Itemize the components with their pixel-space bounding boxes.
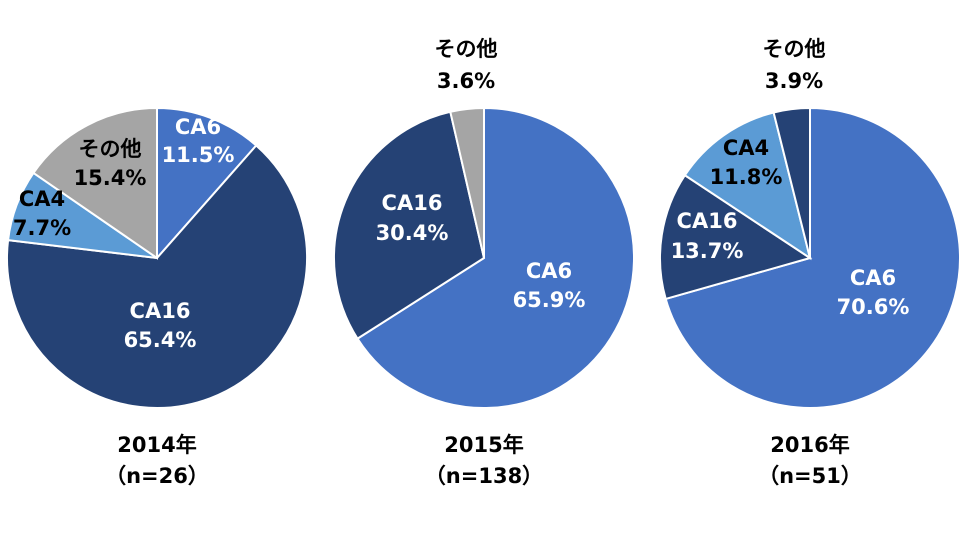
slice-value-label: 7.7% [13,216,71,240]
slice-name-label: CA16 [130,299,191,323]
chart-caption-year: 2014年 [117,433,196,457]
slice-name-label: CA16 [382,191,443,215]
slice-value-label: 3.6% [437,69,495,93]
pie-chart-1: CA6 11.5% CA16 65.4% CA4 7.7% その他 15.4% 2014年 （n=… [6,106,308,488]
slice-name-label: その他 [435,37,498,61]
slice-value-label: 15.4% [74,166,147,190]
pie-slice-1-1 [156,106,258,261]
pie-slice-3-3 [683,111,812,261]
chart-caption-n: （n=138） [425,464,543,488]
pie-slice-1-2 [6,144,308,409]
pie-slice-2-3 [449,106,485,259]
slice-name-label: CA16 [677,209,738,233]
slice-value-label: 30.4% [376,221,449,245]
chart-caption-n: （n=51） [758,464,862,488]
slice-name-label: CA4 [723,136,769,160]
chart-caption-year: 2016年 [770,433,849,457]
pie-slice-3-1 [664,106,961,409]
slice-value-label: 11.8% [710,165,783,189]
chart-caption-year: 2015年 [444,433,523,457]
slice-value-label: 13.7% [671,239,744,263]
slice-value-label: 70.6% [837,295,910,319]
pie-slice-1-4 [32,106,158,260]
slice-name-label: CA4 [19,187,65,211]
slice-name-label: CA6 [175,115,221,139]
slice-name-label: CA6 [526,259,572,283]
pie-slice-3-2 [659,173,813,301]
slice-value-label: 11.5% [162,143,235,167]
slice-value-label: 3.9% [765,69,823,93]
pie-slice-3-4 [772,106,811,259]
chart-caption-n: （n=26） [105,464,209,488]
pie-chart-2: CA6 65.9% CA16 30.4% その他 3.6% 2015年 （n=138） [333,37,635,488]
slice-value-label: 65.9% [513,288,586,312]
pie-slice-2-1 [356,106,635,409]
slice-value-label: 65.4% [124,328,197,352]
slice-name-label: その他 [763,37,826,61]
slice-name-label: その他 [79,137,142,161]
slice-name-label: CA6 [850,266,896,290]
pie-slice-2-2 [333,110,486,341]
pie-chart-3: CA6 70.6% CA16 13.7% CA4 11.8% その他 3.9% 2016年 （n=… [659,37,961,488]
